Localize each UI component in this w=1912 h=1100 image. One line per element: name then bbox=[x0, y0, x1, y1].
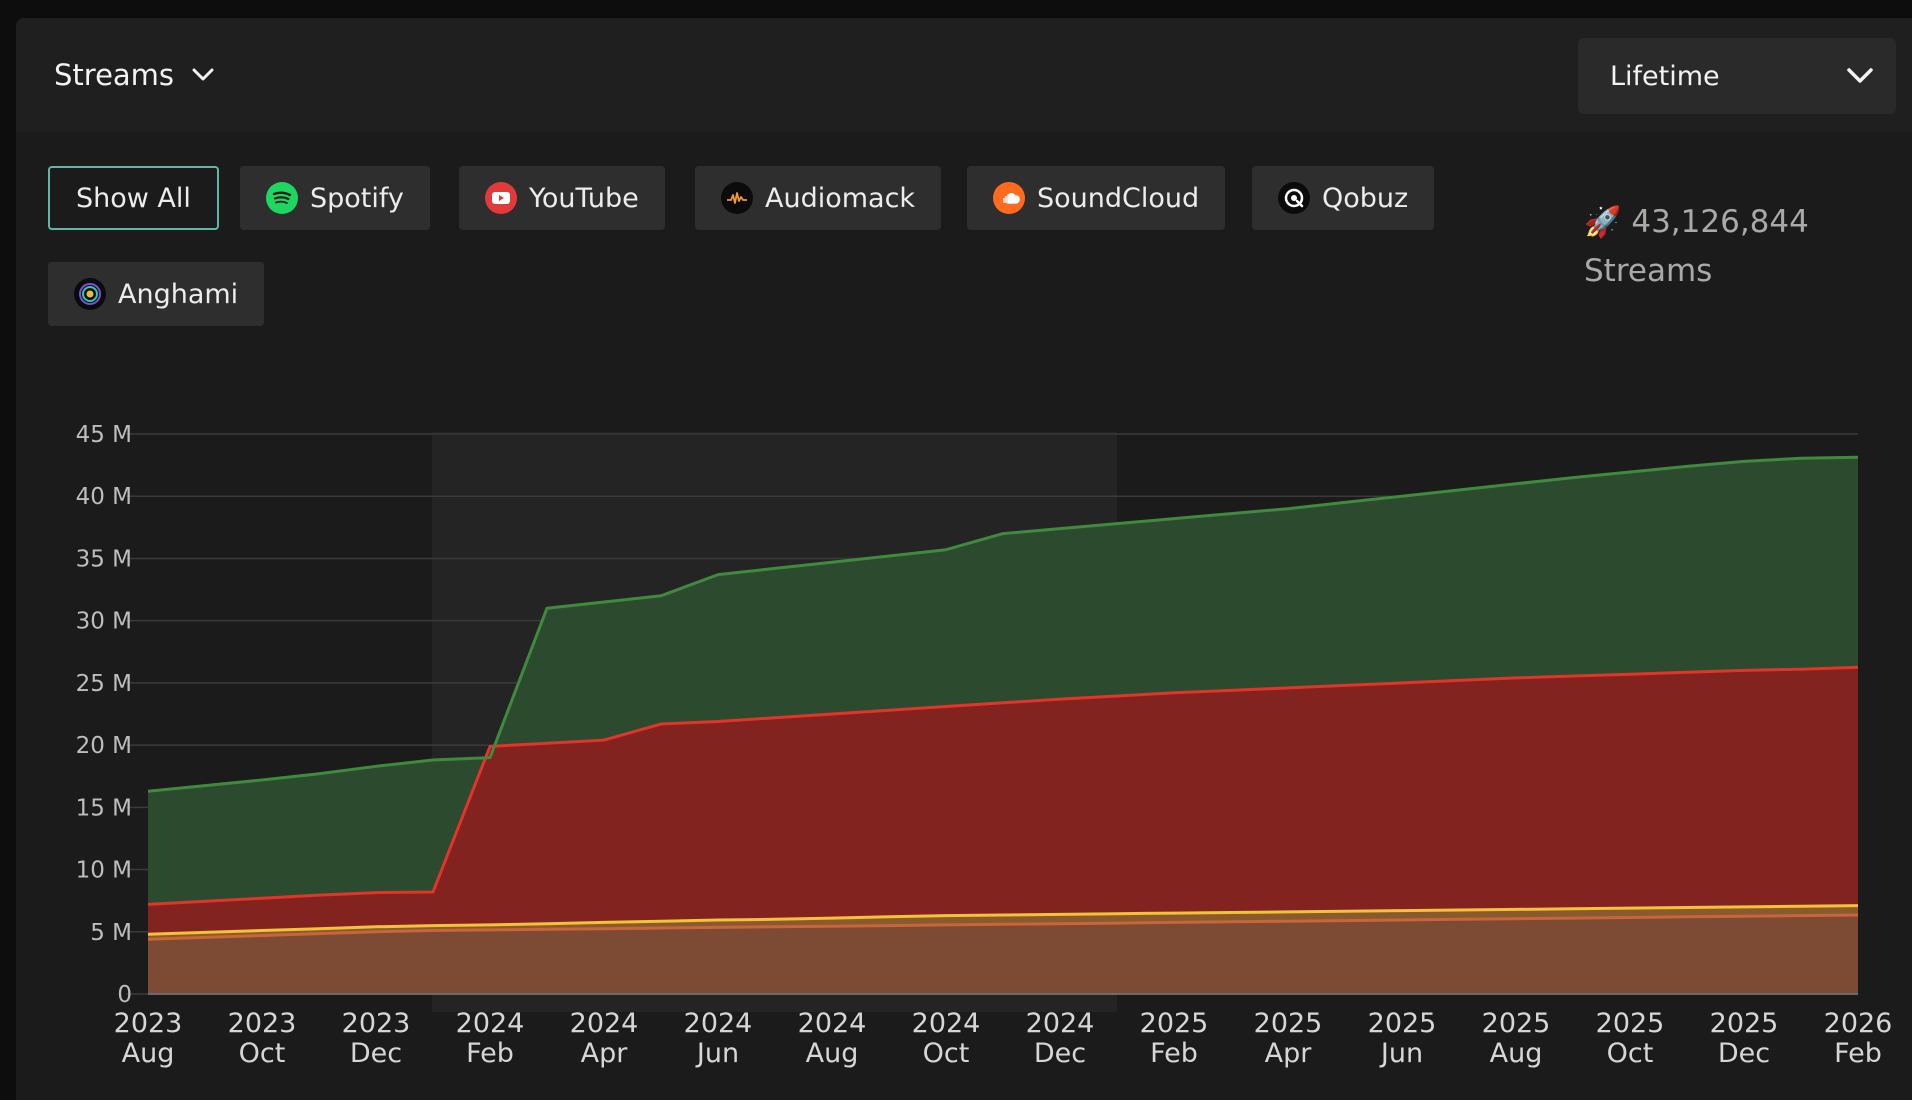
period-select[interactable]: Lifetime bbox=[1578, 38, 1896, 114]
filter-label: Qobuz bbox=[1322, 182, 1409, 214]
x-tick-month: Jun bbox=[695, 1038, 739, 1069]
total-streams-unit: Streams bbox=[1584, 253, 1713, 289]
audiomack-icon bbox=[721, 182, 753, 214]
anghami-icon bbox=[74, 278, 106, 310]
filter-label: Anghami bbox=[118, 278, 239, 310]
rocket-icon: 🚀 bbox=[1584, 205, 1622, 240]
y-tick-label: 5 M bbox=[90, 920, 132, 946]
x-tick-year: 2025 bbox=[1482, 1008, 1551, 1039]
filter-label: YouTube bbox=[529, 182, 639, 214]
x-tick-month: Feb bbox=[1834, 1038, 1882, 1069]
qobuz-icon bbox=[1278, 182, 1310, 214]
series-area bbox=[148, 915, 1858, 994]
series-lines bbox=[147, 455, 1859, 995]
x-tick-year: 2023 bbox=[342, 1008, 411, 1039]
x-tick-month: Dec bbox=[1718, 1038, 1770, 1069]
y-axis-ticks: 0 5 M 10 M 15 M 20 M 25 M 30 M 35 M 40 M 45 M bbox=[76, 422, 132, 1008]
period-label: Lifetime bbox=[1610, 60, 1720, 92]
x-tick-year: 2024 bbox=[798, 1008, 867, 1039]
x-tick-year: 2026 bbox=[1824, 1008, 1893, 1039]
y-tick-label: 20 M bbox=[76, 733, 132, 759]
x-tick-month: Apr bbox=[581, 1038, 629, 1069]
x-tick-month: Jun bbox=[1379, 1038, 1423, 1069]
x-tick-month: Apr bbox=[1265, 1038, 1313, 1069]
x-tick-year: 2023 bbox=[228, 1008, 297, 1039]
filter-label: Spotify bbox=[310, 182, 404, 214]
chevron-down-icon bbox=[192, 68, 214, 81]
x-tick-month: Feb bbox=[466, 1038, 514, 1069]
soundcloud-icon bbox=[993, 182, 1025, 214]
series-line bbox=[147, 904, 1859, 936]
x-tick-year: 2024 bbox=[570, 1008, 639, 1039]
y-tick-label: 25 M bbox=[76, 671, 132, 697]
y-tick-label: 15 M bbox=[76, 795, 132, 821]
x-tick-year: 2025 bbox=[1254, 1008, 1323, 1039]
filter-qobuz[interactable]: Qobuz bbox=[1252, 166, 1435, 230]
metric-label: Streams bbox=[54, 58, 175, 92]
x-tick-month: Dec bbox=[1034, 1038, 1086, 1069]
filter-label: SoundCloud bbox=[1037, 182, 1200, 214]
x-tick-year: 2024 bbox=[684, 1008, 753, 1039]
spotify-icon bbox=[266, 182, 298, 214]
x-tick-month: Dec bbox=[350, 1038, 402, 1069]
y-tick-label: 40 M bbox=[76, 484, 132, 510]
x-tick-year: 2024 bbox=[1026, 1008, 1095, 1039]
metric-dropdown[interactable]: Streams bbox=[54, 58, 214, 92]
youtube-icon bbox=[485, 182, 517, 214]
series-line bbox=[147, 913, 1859, 941]
filter-label: Show All bbox=[76, 182, 191, 214]
x-tick-year: 2025 bbox=[1596, 1008, 1665, 1039]
x-tick-month: Aug bbox=[1490, 1038, 1543, 1069]
filter-show-all[interactable]: Show All bbox=[48, 166, 219, 230]
x-tick-month: Oct bbox=[239, 1038, 286, 1069]
x-tick-year: 2024 bbox=[912, 1008, 981, 1039]
streams-area-chart: 0 5 M 10 M 15 M 20 M 25 M 30 M 35 M 40 M 45 M 202… bbox=[76, 422, 1893, 1069]
streams-card: Streams Lifetime Show All Spotify bbox=[16, 18, 1912, 1100]
total-summary: 🚀 43,126,844 Streams bbox=[1584, 198, 1809, 296]
x-tick-year: 2025 bbox=[1140, 1008, 1209, 1039]
x-axis-ticks: 2023Aug2023Oct2023Dec2024Feb2024Apr2024J… bbox=[114, 1008, 1893, 1069]
series-areas bbox=[148, 457, 1858, 994]
x-tick-year: 2025 bbox=[1368, 1008, 1437, 1039]
x-tick-month: Aug bbox=[806, 1038, 859, 1069]
x-tick-month: Feb bbox=[1150, 1038, 1198, 1069]
y-tick-label: 10 M bbox=[76, 858, 132, 884]
x-tick-month: Oct bbox=[923, 1038, 970, 1069]
filter-anghami[interactable]: Anghami bbox=[48, 262, 265, 326]
y-tick-label: 30 M bbox=[76, 609, 132, 635]
x-tick-month: Aug bbox=[122, 1038, 175, 1069]
series-line bbox=[147, 455, 1859, 793]
filter-audiomack[interactable]: Audiomack bbox=[695, 166, 942, 230]
total-streams-value: 43,126,844 bbox=[1631, 204, 1809, 240]
y-tick-label: 35 M bbox=[76, 546, 132, 572]
x-tick-year: 2023 bbox=[114, 1008, 183, 1039]
x-tick-year: 2024 bbox=[456, 1008, 525, 1039]
y-tick-label: 45 M bbox=[76, 422, 132, 448]
filter-spotify[interactable]: Spotify bbox=[240, 166, 430, 230]
filter-soundcloud[interactable]: SoundCloud bbox=[967, 166, 1226, 230]
filter-label: Audiomack bbox=[765, 182, 916, 214]
filter-youtube[interactable]: YouTube bbox=[459, 166, 665, 230]
chevron-down-icon bbox=[1847, 68, 1873, 83]
y-tick-label: 0 bbox=[117, 982, 132, 1008]
x-tick-month: Oct bbox=[1607, 1038, 1654, 1069]
series-line bbox=[147, 665, 1859, 906]
x-tick-year: 2025 bbox=[1710, 1008, 1779, 1039]
